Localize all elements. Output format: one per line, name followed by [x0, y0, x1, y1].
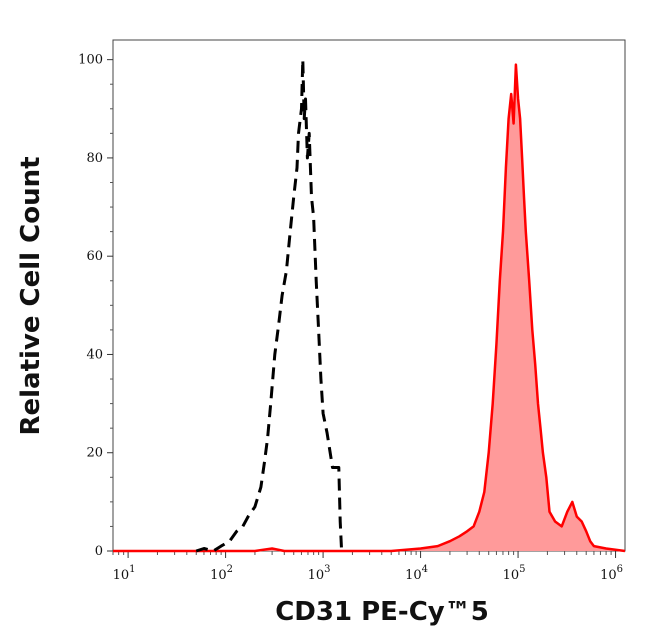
- x-tick-base: 10: [210, 568, 227, 583]
- x-tick-label: 102: [210, 564, 233, 583]
- x-tick-label: 101: [113, 564, 136, 583]
- y-tick-label: 40: [86, 347, 103, 362]
- x-tick-label: 105: [503, 564, 526, 583]
- cd31-histogram-fill: [113, 64, 625, 551]
- x-tick-label: 104: [405, 564, 428, 583]
- y-tick-label: 100: [78, 53, 103, 68]
- isotype-control-histogram-line: [195, 58, 344, 553]
- x-tick-exponent: 5: [519, 564, 525, 575]
- x-tick-exponent: 3: [324, 564, 330, 575]
- x-tick-exponent: 4: [422, 564, 428, 575]
- x-tick-exponent: 1: [129, 564, 135, 575]
- plot-frame: [112, 39, 626, 552]
- cd31-histogram-line: [113, 63, 626, 553]
- x-tick-base: 10: [308, 568, 325, 583]
- x-tick-exponent: 2: [227, 564, 233, 575]
- x-tick-base: 10: [600, 568, 617, 583]
- x-tick-label: 103: [308, 564, 331, 583]
- x-axis: 101 102 103 104 105 106: [112, 551, 623, 583]
- x-tick-base: 10: [503, 568, 520, 583]
- y-tick-label: 80: [86, 151, 103, 166]
- x-tick-label: 106: [600, 564, 623, 583]
- y-tick-label: 20: [86, 446, 103, 461]
- x-tick-exponent: 6: [617, 564, 623, 575]
- y-axis: 0 20 40 60 80 100: [78, 53, 113, 559]
- series-layer: [113, 58, 626, 553]
- y-tick-label: 60: [86, 249, 103, 264]
- x-axis-title: CD31 PE-Cy™5: [275, 597, 489, 627]
- x-tick-base: 10: [405, 568, 422, 583]
- y-tick-label: 0: [95, 544, 103, 559]
- y-axis-title: Relative Cell Count: [16, 156, 46, 435]
- x-tick-base: 10: [113, 568, 130, 583]
